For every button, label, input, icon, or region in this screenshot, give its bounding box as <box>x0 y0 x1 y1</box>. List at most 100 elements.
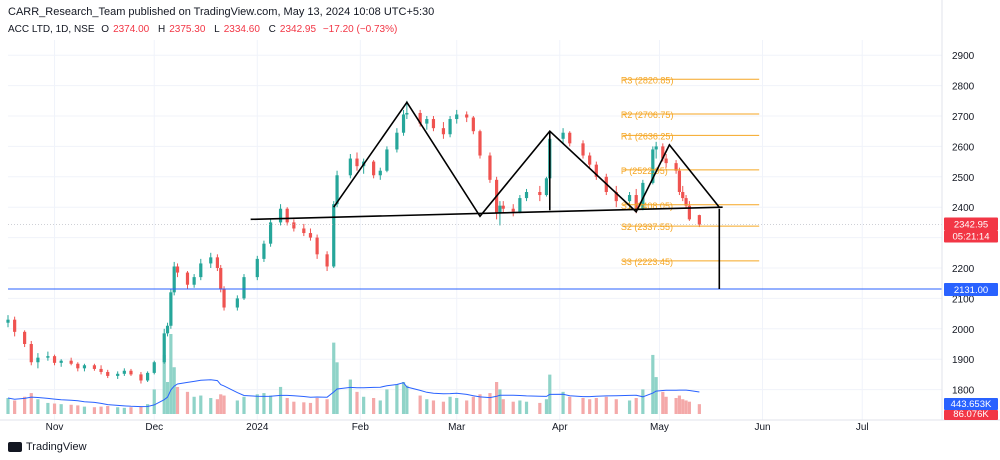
y-tick-label: 2000 <box>952 325 975 336</box>
candle-body <box>235 298 239 308</box>
volume-ma-tag-bg <box>944 410 998 420</box>
volume-bar <box>544 399 549 414</box>
symbol-ohlc-line: ACC LTD, 1D, NSE O 2374.00 H 2375.30 L 2334… <box>8 24 401 35</box>
volume-bar <box>697 404 701 414</box>
tradingview-logo-icon <box>8 442 22 452</box>
volume-bar <box>674 398 678 414</box>
tradingview-footer: TradingView <box>8 441 87 453</box>
volume-ma-tag: 86.076K <box>953 409 989 420</box>
candle-body <box>651 149 655 183</box>
y-tick-label: 2700 <box>952 112 975 123</box>
volume-bar <box>36 399 40 414</box>
candle-body <box>69 360 73 364</box>
volume-bar <box>634 398 638 414</box>
volume-bar <box>146 404 150 414</box>
volume-bar <box>581 398 585 414</box>
candle-body <box>146 372 150 381</box>
candle-body <box>6 319 10 323</box>
candle-body <box>641 182 645 209</box>
x-tick-label: Jul <box>856 422 869 433</box>
candle-body <box>129 370 133 375</box>
volume-bar <box>169 334 173 414</box>
candle-body <box>681 192 685 199</box>
candle-body <box>594 164 598 177</box>
candle-body <box>59 360 63 363</box>
y-tick-label: 2400 <box>952 203 975 214</box>
candle-body <box>425 119 429 124</box>
volume-bar <box>511 401 515 414</box>
candle-body <box>518 198 522 212</box>
x-tick-label: Jun <box>754 422 770 433</box>
countdown-tag-bg <box>944 230 998 243</box>
volume-bar <box>172 367 176 414</box>
volume-bar <box>418 395 422 414</box>
open-value: 2374.00 <box>113 24 150 35</box>
candle-body <box>165 325 170 334</box>
candle-body <box>654 146 658 150</box>
volume-bar <box>262 393 266 414</box>
volume-bar <box>448 396 452 414</box>
volume-bar <box>222 395 226 414</box>
support-tag: 2131.00 <box>954 285 988 296</box>
candle-body <box>192 277 196 285</box>
candle-body <box>92 365 97 369</box>
candle-body <box>152 362 156 373</box>
candle-body <box>46 356 50 358</box>
volume-bar <box>152 389 156 414</box>
volume-bar <box>372 398 376 414</box>
candle-body <box>162 333 166 363</box>
volume-bar <box>215 399 220 414</box>
candle-body <box>199 263 203 278</box>
candle-body <box>478 131 482 156</box>
volume-bar <box>69 404 73 414</box>
candle-body <box>418 112 422 124</box>
pivot-label-s1: S1 (2408.05) <box>621 201 673 211</box>
last-price-tag-bg <box>944 217 998 231</box>
candle-body <box>332 204 336 267</box>
candle-body <box>335 175 339 205</box>
volume-bar <box>162 354 166 414</box>
x-tick-label: Dec <box>145 422 163 433</box>
volume-bar <box>325 399 329 414</box>
candle-body <box>215 257 220 268</box>
volume-bar <box>235 400 239 414</box>
candle-body <box>511 208 515 212</box>
change-value: −17.20 (−0.73%) <box>322 24 398 35</box>
candle-body <box>355 158 359 167</box>
y-tick-label: 2900 <box>952 51 975 62</box>
candle-body <box>325 254 329 267</box>
volume-bar <box>524 401 529 414</box>
candle-body <box>677 170 682 192</box>
low-value: 2334.60 <box>223 24 260 35</box>
volume-tag: 443.653K <box>951 399 992 410</box>
volume-bar <box>687 401 691 414</box>
volume-bar <box>465 400 469 414</box>
candle-body <box>634 195 638 209</box>
candle-body <box>315 237 319 255</box>
candle-body <box>116 373 120 376</box>
volume-bar <box>431 400 436 414</box>
close-value: 2342.95 <box>279 24 317 35</box>
candle-body <box>29 344 33 363</box>
candle-body <box>448 119 452 135</box>
candle-body <box>441 128 446 135</box>
pivot-label-p: P (2522.95) <box>621 166 668 176</box>
candle-body <box>385 149 389 171</box>
candle-body <box>122 370 126 374</box>
candle-body <box>219 268 223 290</box>
candle-body <box>581 143 585 156</box>
neckline <box>250 206 723 221</box>
candle-body <box>52 356 57 363</box>
candle-body <box>169 292 173 326</box>
volume-bar <box>651 354 655 414</box>
candle-body <box>588 155 592 165</box>
volume-bar <box>627 400 632 414</box>
volume-bar <box>538 402 542 414</box>
volume-bar <box>242 396 246 414</box>
volume-bar <box>401 382 406 414</box>
volume-bar <box>209 398 213 414</box>
candle-body <box>471 117 475 132</box>
volume-bar <box>498 389 502 414</box>
candle-body <box>455 114 459 120</box>
